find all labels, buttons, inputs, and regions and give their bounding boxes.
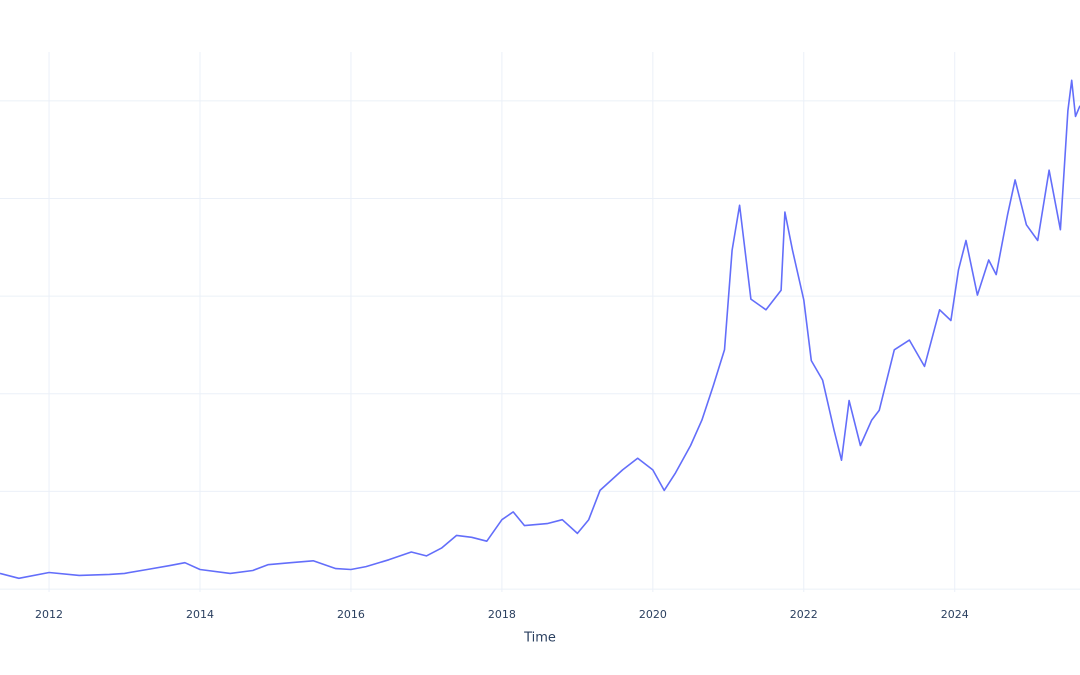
x-tick-label: 2016 bbox=[337, 608, 365, 621]
x-tick-label: 2024 bbox=[941, 608, 969, 621]
x-axis-title: Time bbox=[523, 631, 556, 646]
x-tick-label: 2014 bbox=[186, 608, 214, 621]
line-series bbox=[0, 79, 1080, 580]
x-tick-label: 2012 bbox=[35, 608, 63, 621]
x-tick-label: 2018 bbox=[488, 608, 516, 621]
x-tick-label: 2020 bbox=[639, 608, 667, 621]
x-tick-label: 2022 bbox=[790, 608, 818, 621]
